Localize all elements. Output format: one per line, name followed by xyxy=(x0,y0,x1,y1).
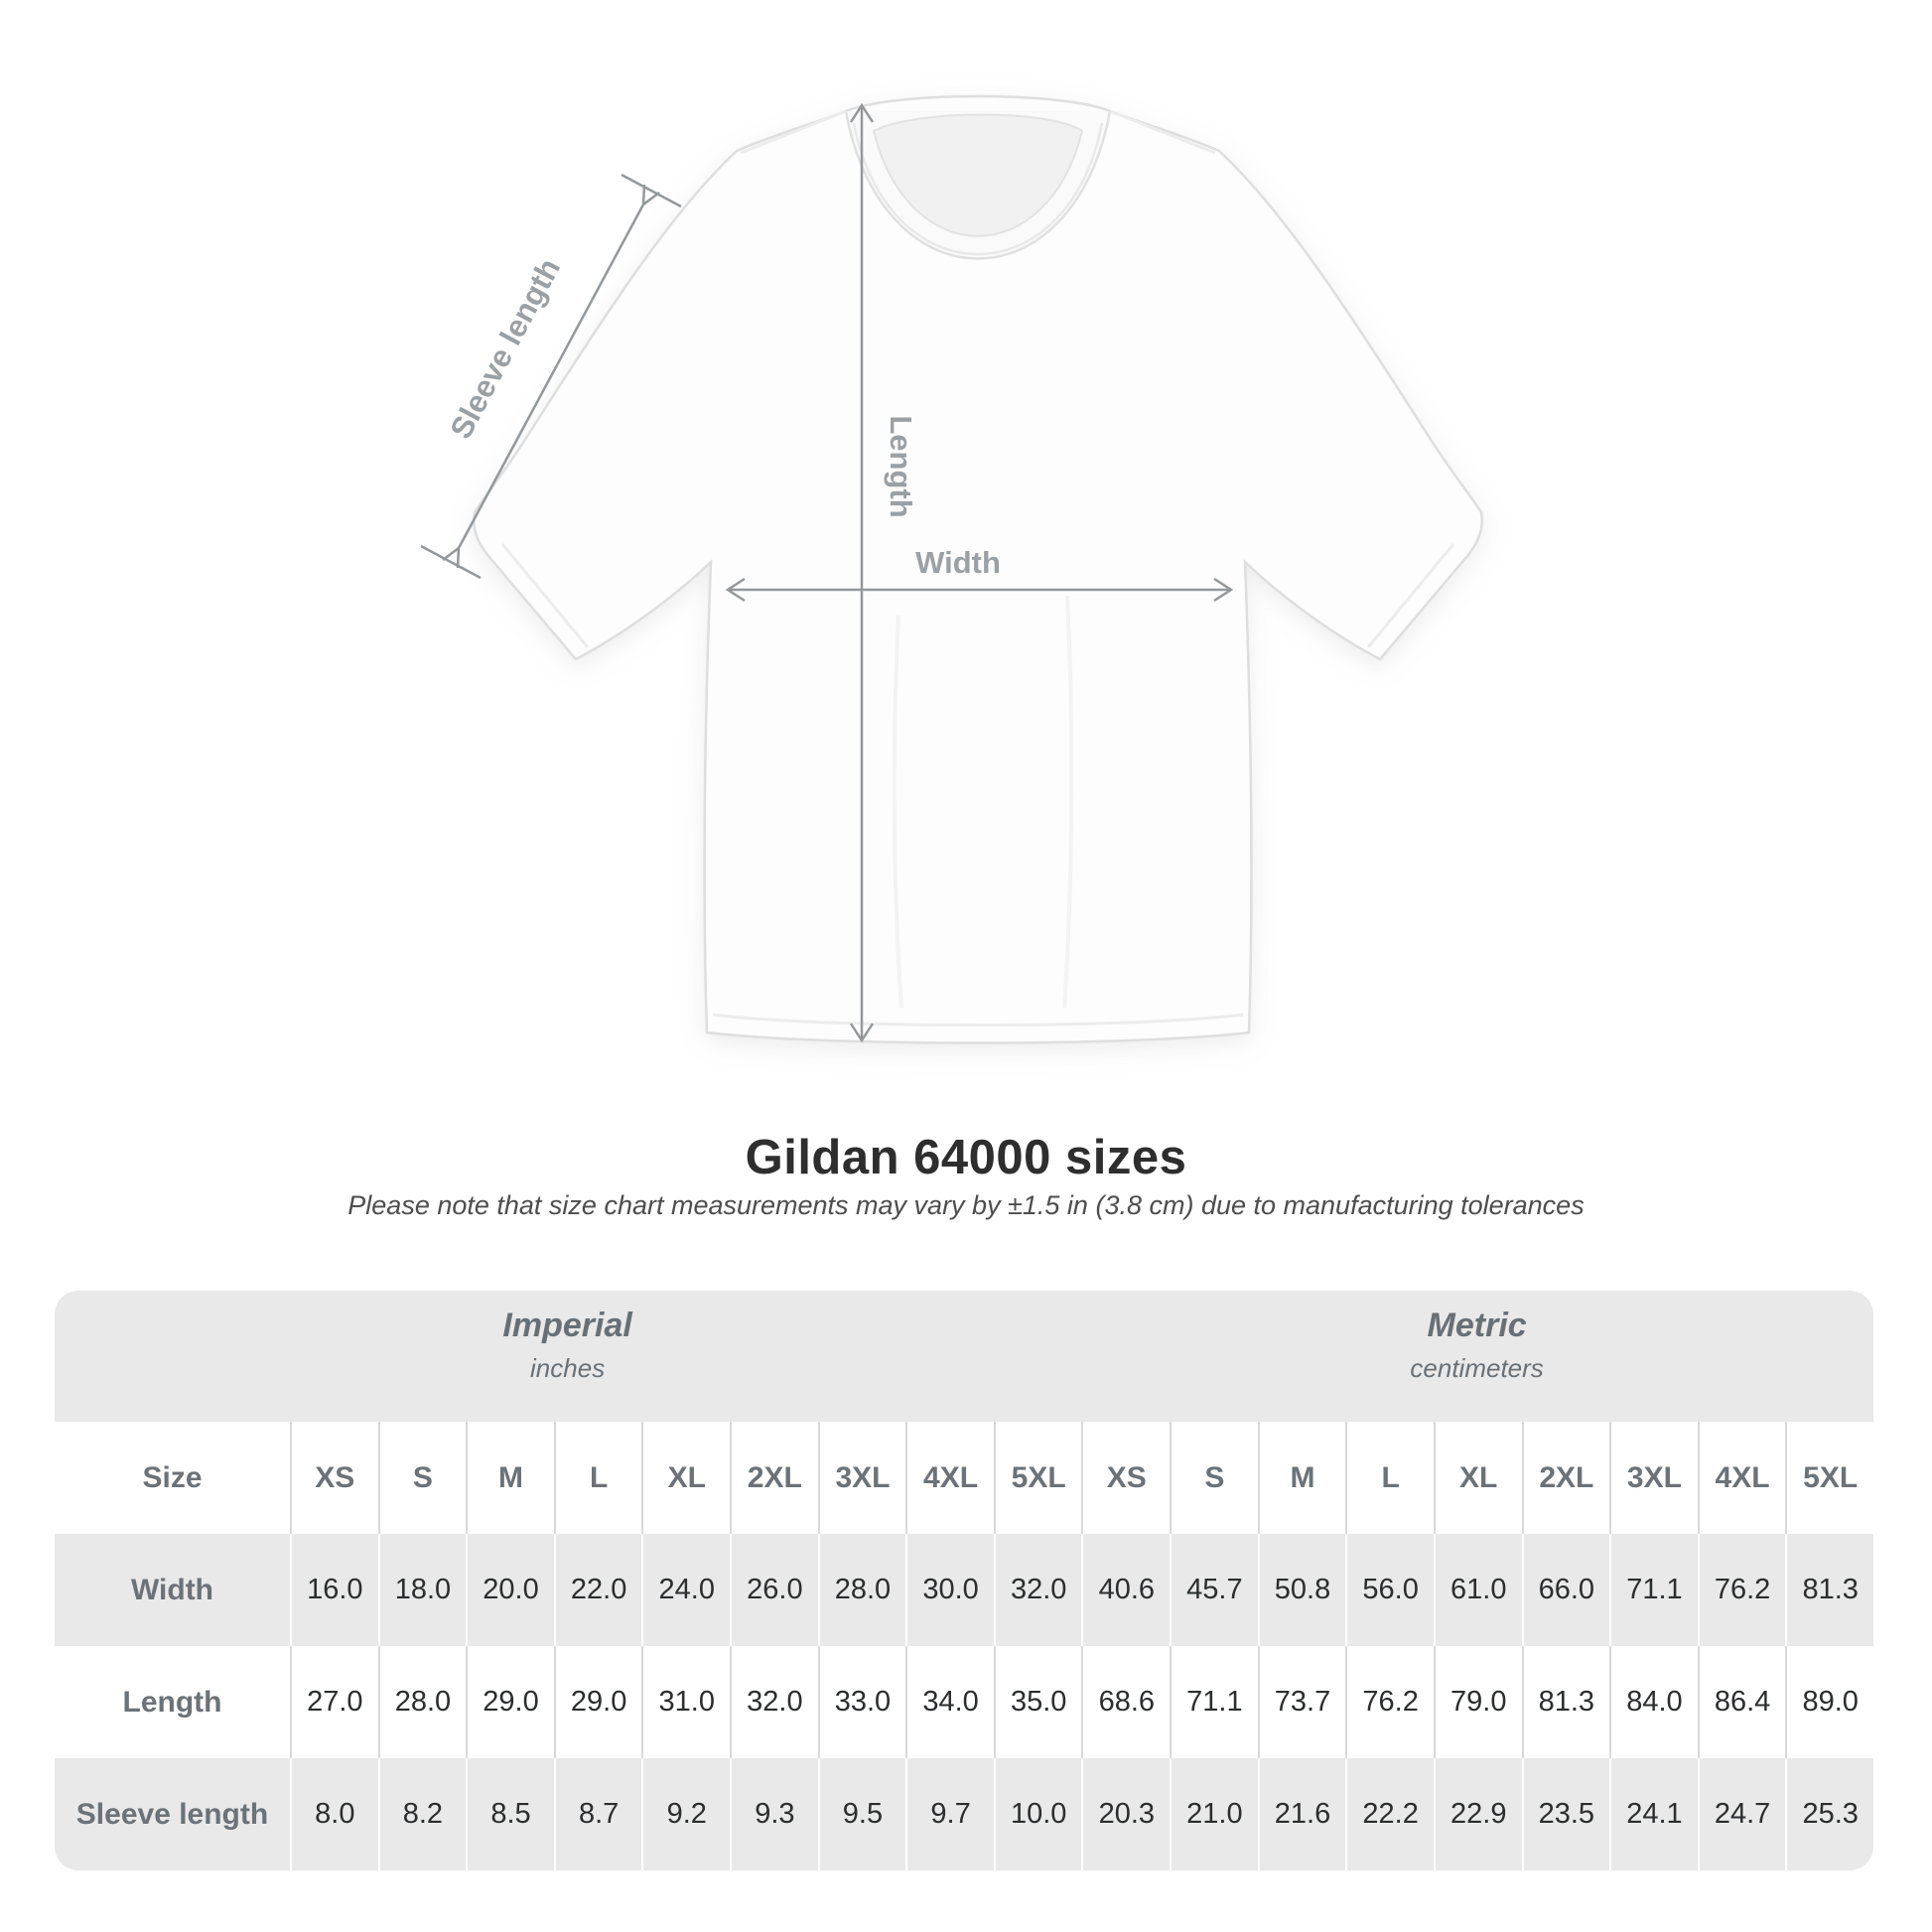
sleeve-length-arrow xyxy=(420,173,682,580)
width-metric-value: 45.7 xyxy=(1170,1534,1258,1646)
width-imperial-value: 18.0 xyxy=(377,1534,467,1646)
width-metric-value: 40.6 xyxy=(1081,1534,1170,1646)
width-metric-value: 50.8 xyxy=(1257,1534,1346,1646)
width-imperial-value: 30.0 xyxy=(905,1534,994,1646)
length-metric-value: 76.2 xyxy=(1345,1646,1434,1758)
length-metric-value: 81.3 xyxy=(1521,1646,1610,1758)
sleeve-metric-value: 24.7 xyxy=(1697,1758,1786,1870)
size-header-imperial-xs: XS xyxy=(290,1422,378,1534)
width-metric-value: 76.2 xyxy=(1697,1534,1786,1646)
size-header-imperial-4xl: 4XL xyxy=(905,1422,994,1534)
tshirt-body xyxy=(473,94,1483,1044)
width-metric-value: 81.3 xyxy=(1785,1534,1873,1646)
size-header-row: Size XS S M L XL 2XL 3XL 4XL 5XL XS S M … xyxy=(55,1422,1873,1534)
sleeve-imperial-value: 8.2 xyxy=(377,1758,467,1870)
length-metric-value: 84.0 xyxy=(1609,1646,1698,1758)
unit-group-band: Imperial inches Metric centimeters xyxy=(55,1291,1873,1422)
length-metric-value: 86.4 xyxy=(1697,1646,1786,1758)
width-imperial-value: 32.0 xyxy=(993,1534,1082,1646)
size-header-metric-3xl: 3XL xyxy=(1609,1422,1698,1534)
length-metric-value: 89.0 xyxy=(1785,1646,1873,1758)
size-header-imperial-2xl: 2XL xyxy=(730,1422,818,1534)
sleeve-metric-value: 21.0 xyxy=(1170,1758,1258,1870)
width-imperial-value: 22.0 xyxy=(553,1534,642,1646)
length-metric-value: 71.1 xyxy=(1170,1646,1258,1758)
length-metric-value: 73.7 xyxy=(1257,1646,1346,1758)
length-arrow xyxy=(849,102,875,1043)
length-row-label: Length xyxy=(122,1685,222,1719)
length-imperial-value: 27.0 xyxy=(290,1646,378,1758)
width-row: Width 16.0 18.0 20.0 22.0 24.0 26.0 28.0… xyxy=(55,1534,1873,1646)
length-row: Length 27.0 28.0 29.0 29.0 31.0 32.0 33.… xyxy=(55,1646,1873,1758)
size-header-metric-xs: XS xyxy=(1081,1422,1170,1534)
sleeve-imperial-value: 8.0 xyxy=(290,1758,378,1870)
size-header-metric-4xl: 4XL xyxy=(1697,1422,1786,1534)
sleeve-metric-value: 20.3 xyxy=(1081,1758,1170,1870)
width-metric-value: 71.1 xyxy=(1609,1534,1698,1646)
size-header-metric-xl: XL xyxy=(1433,1422,1522,1534)
metric-unit-label: centimeters xyxy=(1410,1353,1544,1383)
sleeve-imperial-value: 10.0 xyxy=(993,1758,1082,1870)
width-imperial-value: 16.0 xyxy=(290,1534,378,1646)
length-imperial-value: 35.0 xyxy=(993,1646,1082,1758)
sleeve-metric-value: 23.5 xyxy=(1521,1758,1610,1870)
size-header-imperial-l: L xyxy=(553,1422,642,1534)
width-row-label: Width xyxy=(130,1573,214,1606)
sleeve-metric-value: 21.6 xyxy=(1257,1758,1346,1870)
size-header-imperial-5xl: 5XL xyxy=(993,1422,1082,1534)
sleeve-imperial-value: 9.7 xyxy=(905,1758,994,1870)
page-title: Gildan 64000 sizes xyxy=(745,1131,1187,1184)
size-header-metric-m: M xyxy=(1257,1422,1346,1534)
size-header-metric-5xl: 5XL xyxy=(1785,1422,1873,1534)
length-imperial-value: 31.0 xyxy=(641,1646,730,1758)
size-header-imperial-3xl: 3XL xyxy=(817,1422,906,1534)
width-imperial-value: 20.0 xyxy=(466,1534,554,1646)
size-header-imperial-s: S xyxy=(377,1422,467,1534)
size-header-metric-s: S xyxy=(1170,1422,1258,1534)
size-header-imperial-xl: XL xyxy=(641,1422,730,1534)
width-metric-value: 61.0 xyxy=(1433,1534,1522,1646)
sleeve-imperial-value: 9.5 xyxy=(817,1758,906,1870)
sleeve-imperial-value: 9.3 xyxy=(730,1758,818,1870)
length-imperial-value: 29.0 xyxy=(466,1646,554,1758)
size-header-metric-2xl: 2XL xyxy=(1521,1422,1610,1534)
width-imperial-value: 26.0 xyxy=(730,1534,818,1646)
length-imperial-value: 28.0 xyxy=(377,1646,467,1758)
width-metric-value: 56.0 xyxy=(1345,1534,1434,1646)
width-metric-value: 66.0 xyxy=(1521,1534,1610,1646)
length-metric-value: 79.0 xyxy=(1433,1646,1522,1758)
length-imperial-value: 33.0 xyxy=(817,1646,906,1758)
size-table: Imperial inches Metric centimeters Size … xyxy=(55,1291,1873,1870)
length-imperial-value: 34.0 xyxy=(905,1646,994,1758)
metric-group-header: Metric centimeters xyxy=(1080,1291,1873,1422)
imperial-label: Imperial xyxy=(502,1307,632,1344)
sleeve-metric-value: 22.2 xyxy=(1345,1758,1434,1870)
imperial-group-header: Imperial inches xyxy=(55,1291,1080,1422)
sleeve-imperial-value: 8.7 xyxy=(553,1758,642,1870)
sleeve-metric-value: 25.3 xyxy=(1785,1758,1873,1870)
imperial-unit-label: inches xyxy=(530,1353,606,1383)
size-header-imperial-m: M xyxy=(466,1422,554,1534)
shirt-diagram: Width Length Sleeve length xyxy=(420,94,1483,1044)
metric-label: Metric xyxy=(1427,1307,1527,1344)
sleeve-imperial-value: 8.5 xyxy=(466,1758,554,1870)
sleeve-metric-value: 22.9 xyxy=(1433,1758,1522,1870)
sleeve-length-row-label: Sleeve length xyxy=(75,1797,269,1831)
width-imperial-value: 24.0 xyxy=(641,1534,730,1646)
sleeve-length-row: Sleeve length 8.0 8.2 8.5 8.7 9.2 9.3 9.… xyxy=(55,1758,1873,1870)
length-imperial-value: 29.0 xyxy=(553,1646,642,1758)
length-label: Length xyxy=(884,415,918,517)
length-metric-value: 68.6 xyxy=(1081,1646,1170,1758)
sleeve-imperial-value: 9.2 xyxy=(641,1758,730,1870)
tshirt-illustration: Width Length Sleeve length xyxy=(420,94,1483,1044)
width-arrow xyxy=(725,577,1234,603)
size-column-header: Size xyxy=(142,1460,203,1494)
length-imperial-value: 32.0 xyxy=(730,1646,818,1758)
tolerance-note: Please note that size chart measurements… xyxy=(347,1190,1585,1220)
width-imperial-value: 28.0 xyxy=(817,1534,906,1646)
size-header-metric-l: L xyxy=(1345,1422,1434,1534)
width-label: Width xyxy=(915,545,1001,580)
sleeve-metric-value: 24.1 xyxy=(1609,1758,1698,1870)
